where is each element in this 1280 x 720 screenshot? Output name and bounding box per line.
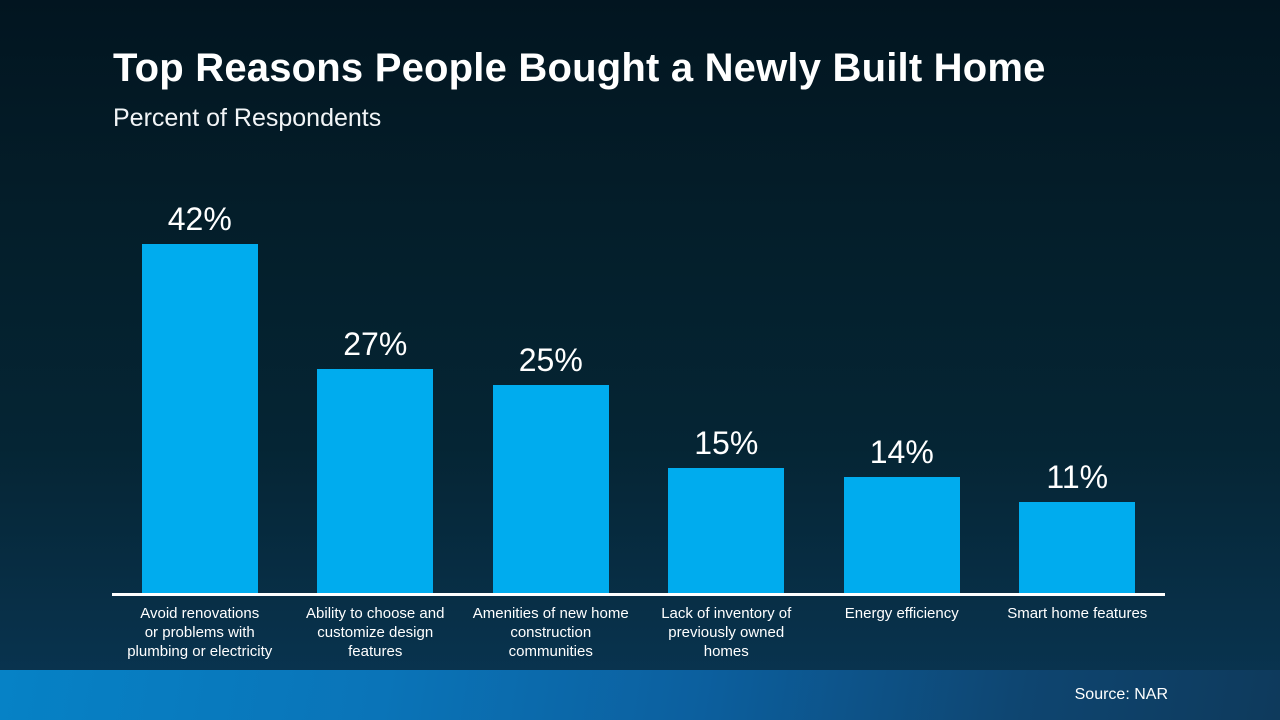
category-label-line: features [348, 643, 403, 660]
bar-chart-plot: 42% 27% 25% 15% 14% 11% [112, 180, 1165, 593]
category-label-line: Energy efficiency [844, 605, 959, 622]
category-label: Amenities of new home construction communi… [463, 604, 639, 661]
bar [1019, 502, 1136, 593]
source-label: Source: NAR [1074, 686, 1168, 703]
bar [317, 369, 434, 593]
category-label: Lack of inventory of previously owned home… [639, 604, 815, 661]
bar-column: 27% [288, 180, 464, 593]
bar-column: 11% [990, 180, 1166, 593]
bar [492, 385, 609, 593]
bar-value-label: 15% [694, 425, 759, 461]
bar [668, 468, 785, 593]
category-label: Ability to choose and customize design fea… [288, 604, 464, 661]
category-label-line: communities [508, 643, 593, 660]
category-label-line: Smart home features [1007, 605, 1148, 622]
category-labels-row: Avoid renovations or problems with plumbin… [112, 604, 1165, 661]
category-label-line: or problems with [144, 624, 255, 641]
category-label-line: homes [703, 643, 749, 660]
category-label: Smart home features [990, 604, 1166, 661]
chart-title: Top Reasons People Bought a Newly Built … [113, 46, 1046, 90]
bar-column: 25% [463, 180, 639, 593]
bar [843, 477, 960, 593]
bar-value-label: 27% [343, 326, 408, 362]
x-axis-line [112, 593, 1165, 596]
bar [141, 244, 258, 593]
bar-value-label: 42% [167, 201, 232, 237]
category-label-line: previously owned [668, 624, 785, 641]
bar-column: 42% [112, 180, 288, 593]
bar-value-label: 14% [869, 434, 934, 470]
bar-column: 14% [814, 180, 990, 593]
category-label-line: construction [510, 624, 592, 641]
category-label-line: Lack of inventory of [661, 605, 792, 622]
footer-band: Source: NAR [0, 670, 1280, 720]
bar-value-label: 25% [518, 342, 583, 378]
category-label: Avoid renovations or problems with plumbin… [112, 604, 288, 661]
category-label-line: Avoid renovations [140, 605, 260, 622]
bar-value-label: 11% [1046, 459, 1109, 495]
bar-column: 15% [639, 180, 815, 593]
category-label-line: Ability to choose and [306, 605, 445, 622]
category-label: Energy efficiency [814, 604, 990, 661]
category-label-line: plumbing or electricity [127, 643, 273, 660]
chart-subtitle: Percent of Respondents [113, 104, 382, 132]
category-label-line: Amenities of new home [472, 605, 629, 622]
category-label-line: customize design [317, 624, 434, 641]
